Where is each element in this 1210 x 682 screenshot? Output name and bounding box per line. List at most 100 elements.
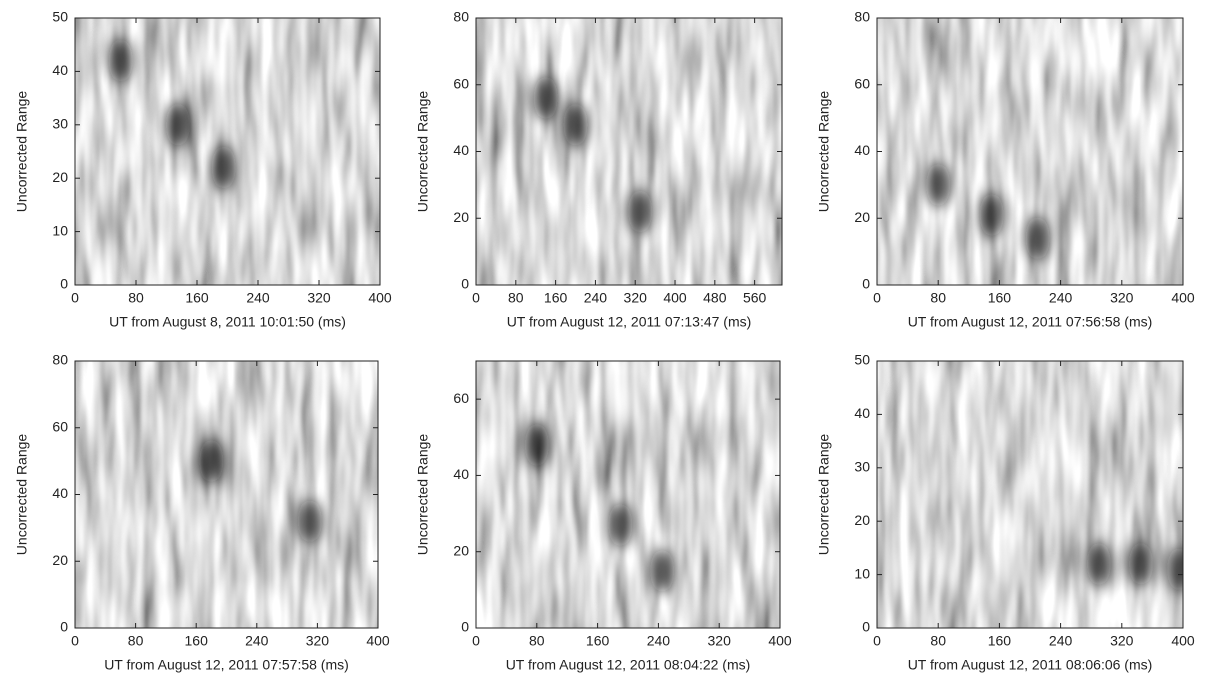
panel: 0 80 160 240 320 400 0 10 20 30 40 50 UT from August… [14, 9, 392, 330]
background-noise [75, 361, 378, 628]
dark-spot [1086, 541, 1111, 586]
dark-spot [524, 422, 549, 467]
x-tick-label: 320 [306, 633, 330, 649]
x-tick-label: 0 [472, 633, 480, 649]
dark-spot [608, 503, 633, 548]
y-tick-label: 20 [854, 209, 870, 225]
dark-spot [297, 499, 322, 544]
dark-spot [1025, 216, 1050, 261]
y-axis-label: Uncorrected Range [14, 434, 30, 556]
plot-frame [876, 360, 1184, 629]
y-axis-label: Uncorrected Range [14, 91, 30, 213]
x-tick-label: 560 [743, 290, 767, 306]
y-axis-label: Uncorrected Range [415, 434, 431, 556]
y-tick-label: 30 [854, 459, 870, 475]
dark-spot [165, 102, 190, 147]
panel: 0 80 160 240 320 400 0 10 20 30 40 50 UT from August… [816, 352, 1195, 673]
x-tick-label: 320 [708, 633, 732, 649]
plot-frame [475, 360, 781, 629]
x-tick-label: 0 [873, 290, 881, 306]
x-tick-label: 80 [930, 633, 946, 649]
dark-spot [628, 189, 653, 234]
x-tick-label: 320 [1110, 290, 1134, 306]
x-tick-label: 240 [245, 633, 269, 649]
x-tick-label: 80 [128, 290, 144, 306]
dark-spot [211, 145, 236, 190]
x-tick-label: 240 [1049, 633, 1073, 649]
x-tick-label: 0 [71, 633, 79, 649]
y-tick-label: 0 [60, 619, 68, 635]
x-axis-label: UT from August 12, 2011 08:06:06 (ms) [908, 657, 1153, 673]
x-tick-label: 480 [703, 290, 727, 306]
y-tick-label: 20 [52, 552, 68, 568]
y-tick-label: 0 [461, 276, 469, 292]
y-axis-label: Uncorrected Range [816, 434, 832, 556]
image [476, 361, 780, 628]
panel: 0 80 160 240 320 400 0 20 40 60 80 UT from August 1… [816, 9, 1195, 330]
y-tick-label: 20 [453, 542, 469, 558]
y-tick-label: 40 [453, 142, 469, 158]
y-tick-label: 40 [52, 485, 68, 501]
x-tick-label: 320 [1110, 633, 1134, 649]
x-axis-label: UT from August 12, 2011 07:57:58 (ms) [104, 657, 349, 673]
y-tick-label: 80 [854, 9, 870, 25]
dark-spot [1167, 547, 1183, 592]
y-tick-label: 0 [60, 276, 68, 292]
x-tick-label: 240 [1049, 290, 1073, 306]
dark-spot [979, 192, 1004, 237]
y-tick-label: 0 [862, 619, 870, 635]
x-tick-label: 80 [930, 290, 946, 306]
x-tick-label: 160 [185, 633, 209, 649]
y-tick-label: 10 [854, 565, 870, 581]
y-tick-label: 30 [52, 116, 68, 132]
x-tick-label: 400 [1171, 633, 1195, 649]
y-tick-label: 60 [453, 75, 469, 91]
x-tick-label: 320 [624, 290, 648, 306]
dark-spot [108, 38, 133, 83]
x-tick-label: 240 [584, 290, 608, 306]
y-tick-label: 20 [854, 512, 870, 528]
dark-spot [650, 548, 675, 593]
y-tick-label: 0 [862, 276, 870, 292]
x-tick-label: 320 [307, 290, 331, 306]
y-tick-label: 40 [854, 142, 870, 158]
y-tick-label: 80 [52, 352, 68, 368]
image [877, 361, 1183, 628]
x-axis-label: UT from August 12, 2011 07:13:47 (ms) [507, 314, 752, 330]
image [75, 361, 378, 628]
x-tick-label: 160 [988, 633, 1012, 649]
x-tick-label: 160 [988, 290, 1012, 306]
background-noise [476, 18, 782, 285]
y-tick-label: 10 [52, 222, 68, 238]
image [476, 18, 782, 285]
panel: 0 80 160 240 320 400 0 20 40 60 UT from August 12,… [415, 360, 792, 673]
x-tick-label: 0 [71, 290, 79, 306]
x-tick-label: 80 [128, 633, 144, 649]
y-axis-label: Uncorrected Range [816, 91, 832, 213]
dark-spot [926, 162, 951, 207]
x-tick-label: 0 [472, 290, 480, 306]
image [75, 18, 380, 285]
x-tick-label: 400 [1171, 290, 1195, 306]
y-tick-label: 50 [52, 9, 68, 25]
dark-spot [199, 439, 224, 484]
y-tick-label: 60 [854, 75, 870, 91]
background-noise [476, 361, 780, 628]
y-tick-label: 40 [52, 62, 68, 78]
y-tick-label: 20 [52, 169, 68, 185]
x-tick-label: 160 [185, 290, 209, 306]
x-tick-label: 240 [647, 633, 671, 649]
y-tick-label: 50 [854, 352, 870, 368]
y-tick-label: 40 [854, 405, 870, 421]
y-tick-label: 40 [453, 466, 469, 482]
y-tick-label: 80 [453, 9, 469, 25]
y-tick-label: 60 [453, 390, 469, 406]
y-axis-label: Uncorrected Range [415, 91, 431, 213]
background-noise [877, 361, 1183, 628]
x-tick-label: 400 [768, 633, 792, 649]
x-tick-label: 400 [368, 290, 392, 306]
x-axis-label: UT from August 8, 2011 10:01:50 (ms) [109, 314, 346, 330]
dark-spot [1128, 541, 1153, 586]
x-tick-label: 160 [586, 633, 610, 649]
